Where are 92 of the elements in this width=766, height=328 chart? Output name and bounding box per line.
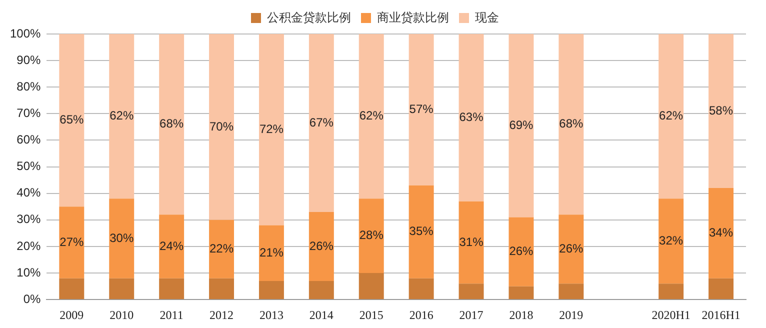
bar (258, 34, 284, 226)
bar (708, 34, 734, 188)
data-label: 26% (509, 244, 534, 258)
bar (358, 273, 384, 300)
data-label: 21% (259, 245, 284, 260)
data-label: 62% (659, 108, 684, 123)
data-label: 69% (509, 118, 534, 132)
bar (209, 34, 234, 220)
data-label: 34% (709, 226, 734, 240)
data-label: 26% (309, 238, 334, 253)
bar (258, 225, 284, 282)
legend-label: 现金 (475, 10, 499, 24)
bar (458, 201, 484, 284)
data-label: 62% (359, 108, 384, 123)
bar (508, 34, 534, 218)
bar (508, 217, 534, 286)
data-label: 68% (559, 116, 584, 131)
y-tick-label: 90% (16, 52, 42, 67)
x-tick-label: 2018 (509, 308, 534, 322)
x-tick-label: 2019 (559, 308, 584, 322)
bar (458, 34, 484, 202)
bar (308, 34, 334, 212)
data-label: 57% (409, 102, 434, 116)
bar (258, 281, 284, 300)
bar (209, 220, 234, 278)
bar (458, 284, 484, 300)
data-label: 70% (210, 119, 234, 134)
x-tick-label: 2016H1 (702, 308, 740, 322)
data-label: 63% (459, 110, 484, 124)
bar (658, 284, 684, 300)
bar (508, 286, 534, 300)
x-tick-label: 2020H1 (652, 308, 690, 322)
bar (59, 278, 84, 300)
bar (59, 34, 84, 207)
bar (408, 185, 434, 278)
y-tick-label: 10% (16, 265, 42, 280)
x-tick-label: 2010 (110, 308, 134, 322)
data-label: 24% (160, 238, 184, 253)
bar (159, 34, 184, 215)
bar (308, 212, 334, 282)
bar (308, 281, 334, 300)
bar (408, 278, 434, 300)
x-tick-label: 2011 (160, 308, 184, 322)
y-tick-label: 30% (16, 212, 42, 226)
y-tick-label: 60% (16, 132, 42, 147)
legend-label: 商业贷款比例 (377, 10, 449, 24)
data-label: 58% (709, 103, 734, 118)
data-label: 67% (309, 115, 334, 130)
y-tick-label: 0% (23, 292, 42, 306)
bar (358, 198, 384, 274)
data-label: 68% (160, 116, 184, 131)
x-tick-label: 2015 (359, 308, 384, 322)
data-label: 62% (110, 108, 134, 123)
bar (159, 214, 184, 278)
x-tick-label: 2009 (60, 308, 84, 322)
bar (558, 34, 584, 215)
x-tick-label: 2014 (309, 308, 334, 322)
bar (209, 278, 234, 300)
data-label: 30% (110, 230, 134, 245)
x-tick-label: 2017 (459, 308, 484, 322)
bar (558, 284, 584, 300)
y-tick-label: 40% (16, 186, 42, 200)
y-tick-label: 50% (16, 159, 42, 174)
y-tick-label: 70% (16, 106, 42, 120)
bar (109, 198, 134, 278)
data-label: 27% (60, 234, 84, 249)
x-tick-label: 2016 (409, 308, 434, 322)
bar (658, 34, 684, 199)
x-tick-label: 2013 (259, 308, 284, 322)
x-tick-label: 2012 (210, 308, 234, 322)
data-label: 32% (659, 233, 684, 248)
bar (358, 34, 384, 199)
bar (558, 214, 584, 284)
data-label: 22% (210, 241, 234, 256)
bar (658, 198, 684, 284)
legend-label: 公积金贷款比例 (267, 10, 351, 24)
bar (408, 34, 434, 186)
data-label: 35% (409, 224, 434, 238)
y-tick-label: 100% (10, 26, 42, 40)
bar (708, 278, 734, 300)
data-label: 26% (559, 241, 584, 256)
y-tick-label: 80% (16, 79, 42, 94)
bar (59, 206, 84, 278)
data-label: 31% (459, 234, 484, 249)
data-label: 65% (60, 112, 84, 127)
bar (109, 278, 134, 300)
data-label: 28% (359, 228, 384, 242)
bar (708, 188, 734, 278)
bar (159, 278, 184, 300)
data-label: 72% (259, 122, 284, 136)
bar (109, 34, 134, 199)
y-tick-label: 20% (16, 238, 42, 253)
